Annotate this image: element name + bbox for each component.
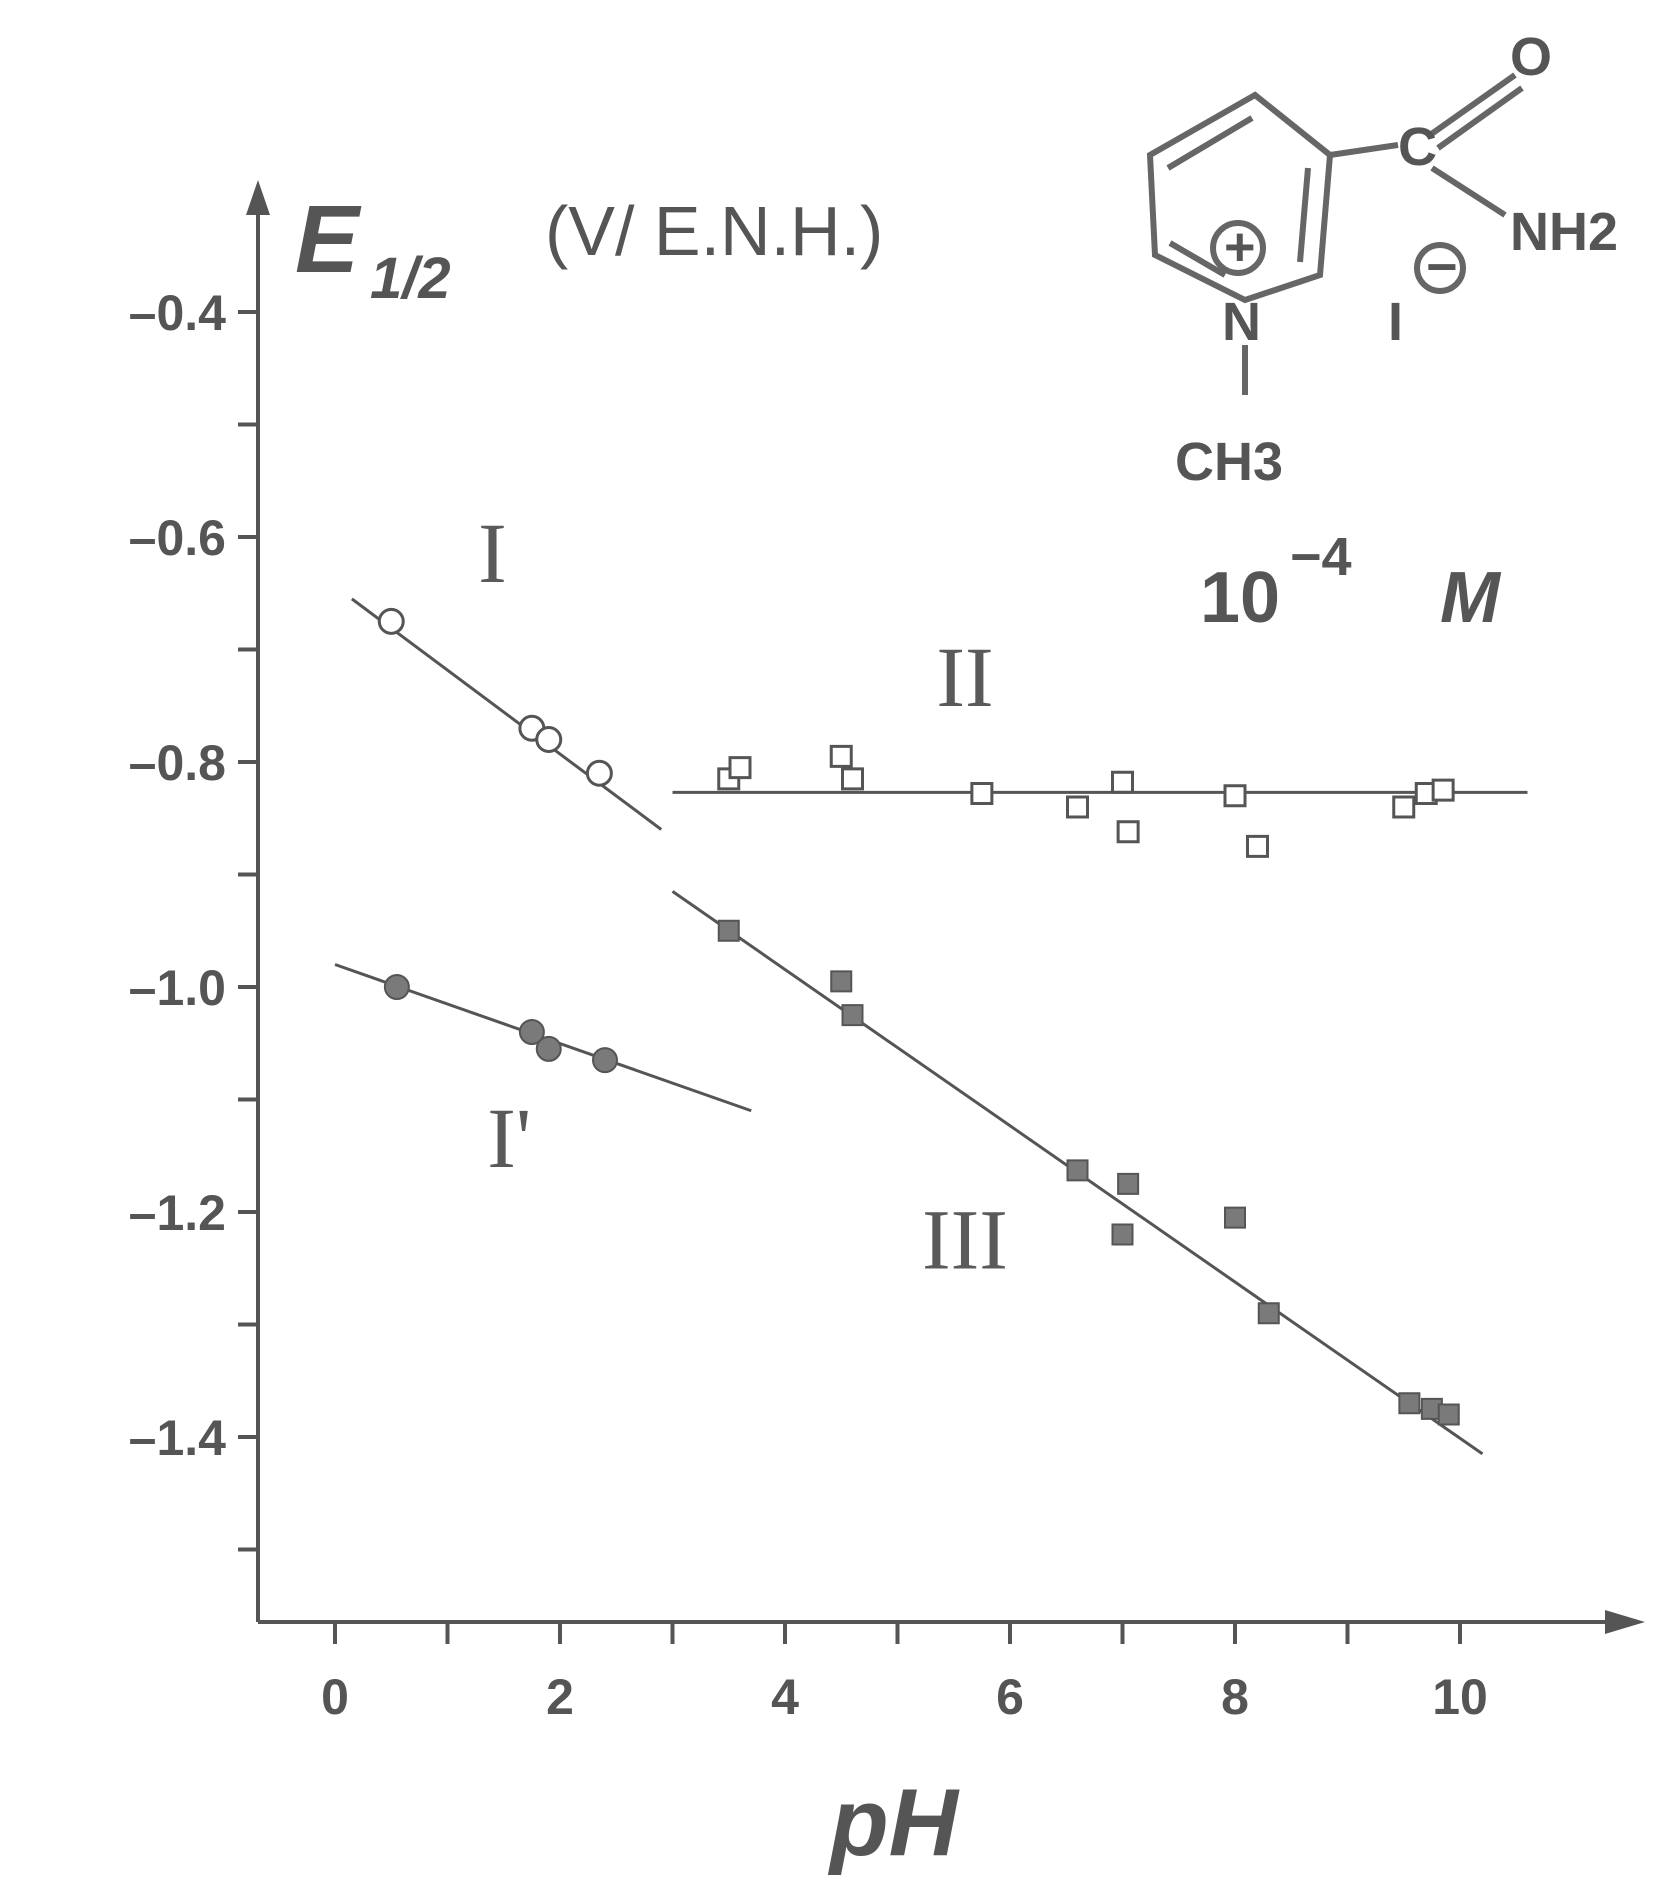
carbonyl-oxygen-label: O (1510, 27, 1552, 87)
tick-labels: 0 2 4 6 8 10 –0.4 –0.6 –0.8 –1.0 –1.2 –1.4 (129, 285, 1488, 1725)
x-tick-label: 0 (321, 1669, 349, 1725)
curve-label: III (922, 1191, 1008, 1287)
minus-charge-label: − (1426, 237, 1458, 297)
x-tick-label: 4 (771, 1669, 799, 1725)
amide-label: NH2 (1510, 202, 1618, 262)
x-axis-arrowhead (1605, 1610, 1645, 1634)
structure-labels: N + CH3 C O NH2 I − 10 −4 M (1175, 27, 1618, 638)
point-i-prime (383, 974, 410, 1000)
methyl-label: CH3 (1175, 432, 1283, 492)
point-iii (1398, 1392, 1421, 1415)
x-tick-label: 8 (1221, 1669, 1249, 1725)
point-iii (841, 1004, 864, 1027)
point-ii (1392, 795, 1416, 819)
point-ii (1223, 784, 1247, 808)
n-methylnicotinamide-iodide-structure (1146, 72, 1524, 395)
c-o-double-bond-b (1436, 85, 1524, 151)
point-ii (1246, 834, 1269, 858)
minus-charge-circle (1414, 242, 1466, 294)
point-iii (1437, 1403, 1460, 1426)
y-tick-label: –1.4 (129, 1410, 227, 1466)
point-ii (1431, 778, 1455, 802)
axes (238, 180, 1645, 1644)
point-iii (830, 970, 853, 993)
point-ii (970, 782, 994, 805)
concentration-unit: M (1440, 558, 1502, 638)
y-tick-label: –0.8 (129, 735, 226, 791)
y-axis-unit: (V/ E.N.H.) (545, 192, 883, 270)
c-o-double-bond-a (1428, 72, 1517, 138)
concentration-value: 10 (1200, 558, 1280, 638)
curve-label: II (936, 629, 993, 725)
point-iii (1066, 1159, 1089, 1182)
curve-label: I (478, 505, 507, 601)
ring-double-bond-2 (1297, 167, 1311, 263)
pyridinium-ring (1146, 91, 1334, 304)
curve-label: I' (487, 1090, 531, 1186)
x-axis-title: pH (827, 1769, 960, 1876)
point-i (535, 726, 563, 753)
fit-line-i (350, 597, 663, 831)
point-i-prime (592, 1047, 618, 1074)
point-i (377, 607, 405, 635)
point-iii (1117, 1172, 1140, 1195)
x-tick-label: 2 (546, 1669, 574, 1725)
carbonyl-bond (1329, 142, 1399, 158)
y-axis-title: E (295, 186, 362, 293)
point-i-prime (535, 1035, 562, 1062)
plus-charge-circle (1210, 220, 1266, 276)
concentration-exponent: −4 (1290, 527, 1352, 587)
point-iii (1257, 1302, 1280, 1325)
point-i (585, 759, 613, 787)
c-n-bond (1430, 165, 1507, 218)
fit-lines (334, 597, 1528, 1456)
y-axis-subscript: 1/2 (370, 246, 451, 311)
carbonyl-carbon-label: C (1398, 117, 1437, 177)
y-tick-label: –1.2 (129, 1185, 226, 1241)
x-tick-label: 6 (996, 1669, 1024, 1725)
ring-n-label: N (1222, 292, 1261, 352)
point-iii (717, 919, 740, 942)
point-ii (841, 767, 864, 791)
y-tick-label: –1.0 (129, 960, 226, 1016)
point-i-prime (518, 1019, 545, 1045)
ring-double-bond-1 (1166, 115, 1254, 171)
data-points (377, 607, 1460, 1426)
point-ii (1111, 770, 1134, 794)
x-tick-label: 10 (1432, 1669, 1488, 1725)
point-ii (829, 744, 853, 768)
ring-double-bond-3 (1168, 240, 1227, 278)
y-tick-label: –0.4 (129, 285, 227, 341)
point-iii (1111, 1223, 1134, 1246)
point-ii (728, 756, 752, 780)
point-ii (1116, 820, 1140, 844)
counter-ion-label: I (1388, 292, 1403, 352)
point-iii (1224, 1206, 1246, 1229)
point-ii (1066, 795, 1089, 819)
plus-charge-label: + (1224, 217, 1256, 277)
y-axis-arrowhead (246, 180, 270, 215)
y-tick-label: –0.6 (129, 510, 226, 566)
